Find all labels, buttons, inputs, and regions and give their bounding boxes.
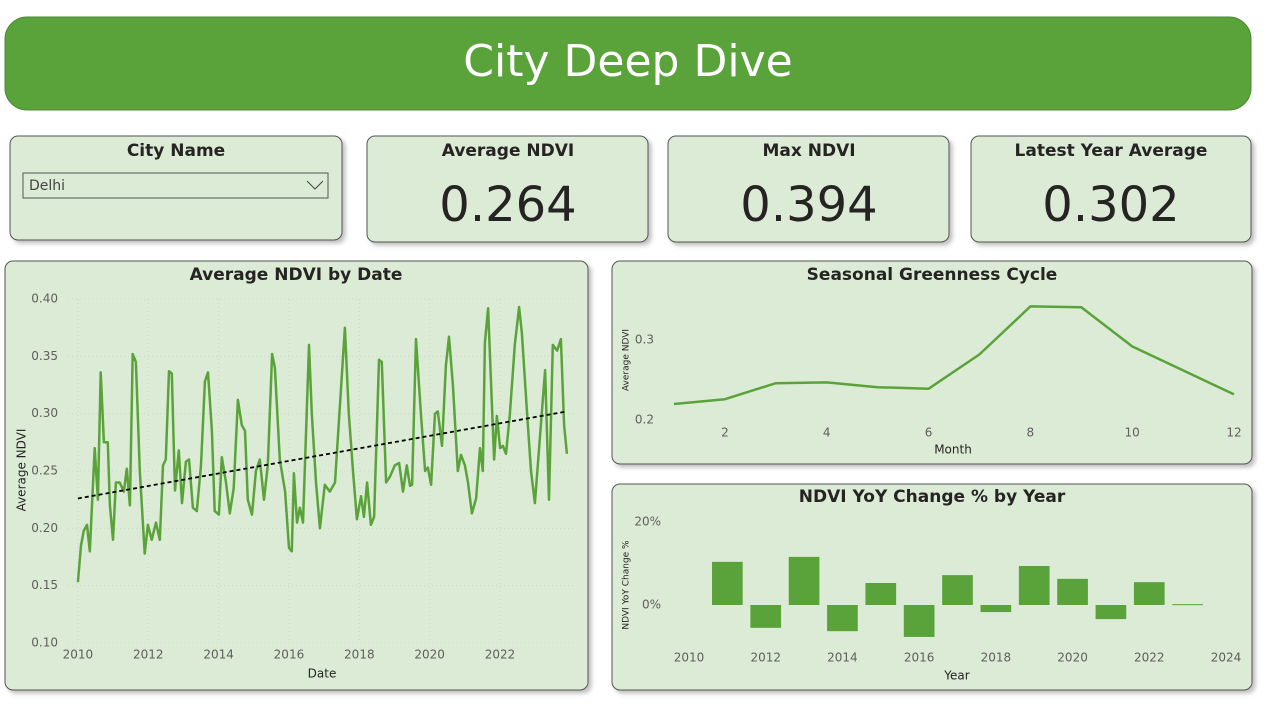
kpi-card [970,135,1252,243]
x-tick-label: 2016 [904,651,935,665]
bar [1018,565,1050,605]
x-tick-label: 2016 [274,648,305,662]
x-axis-label: Year [943,669,969,683]
x-tick-label: 8 [1027,426,1035,440]
y-axis-label: Average NDVI [15,429,29,512]
x-tick-label: 2014 [827,651,858,665]
y-tick-label: 0.10 [31,636,58,650]
bar [1057,578,1088,605]
x-tick-label: 2010 [63,648,94,662]
y-tick-label: 0.25 [31,464,58,478]
y-tick-label: 0.35 [31,349,58,363]
kpi-card [366,135,649,243]
bar [865,583,897,605]
trend-line [77,410,568,500]
chart-title: Average NDVI by Date [190,265,403,285]
bar [1172,604,1203,606]
y-tick-label: 0.20 [31,521,58,535]
header-bar [4,16,1252,111]
x-tick-label: 10 [1125,426,1140,440]
x-axis-label: Date [308,667,337,681]
y-tick-label: 20% [634,515,661,529]
x-tick-label: 2024 [1211,651,1242,665]
data-line [76,305,569,583]
x-tick-label: 2022 [1134,651,1165,665]
kpi-value: 0.264 [439,177,576,233]
y-tick-label: 0.30 [31,406,58,420]
x-tick-label: 2018 [981,651,1012,665]
bar [788,556,820,605]
bar [712,561,743,605]
data-line [673,305,1235,406]
x-tick-label: 2020 [414,648,445,662]
x-axis-label: Month [934,443,972,457]
y-tick-label: 0.15 [31,578,58,592]
chart-title: NDVI YoY Change % by Year [799,487,1066,507]
x-tick-label: 2010 [674,651,705,665]
x-tick-label: 4 [823,426,831,440]
x-tick-label: 12 [1226,426,1241,440]
bar [903,605,935,637]
y-axis-label: Average NDVI [622,329,632,391]
chart-panel [4,260,589,691]
y-tick-label: 0.40 [31,292,58,306]
y-tick-label: 0% [642,598,661,612]
page-title: City Deep Dive [463,36,792,87]
kpi-value: 0.394 [740,177,877,233]
chart-panel [611,260,1253,465]
x-tick-label: 2 [721,426,729,440]
x-tick-label: 6 [925,426,933,440]
y-tick-label: 0.3 [635,333,654,347]
kpi-label: Max NDVI [762,141,855,161]
kpi-value: 0.302 [1042,177,1179,233]
chart-title: Seasonal Greenness Cycle [807,265,1058,285]
x-tick-label: 2012 [133,648,164,662]
bar [1095,605,1127,620]
kpi-label: Latest Year Average [1015,141,1208,161]
x-tick-label: 2022 [485,648,516,662]
bar [827,605,858,632]
bar [750,605,782,628]
dropdown-value: Delhi [29,178,65,194]
kpi-card [667,135,950,243]
bar [942,575,973,605]
chart-panel [611,483,1253,691]
y-axis-label: NDVI YoY Change % [622,540,632,630]
x-tick-label: 2020 [1057,651,1088,665]
bar [1133,582,1165,605]
x-tick-label: 2012 [750,651,781,665]
dropdown-arrow [306,180,324,190]
slicer-label: City Name [127,141,225,161]
slicer-card [9,135,343,241]
dropdown[interactable] [22,172,329,199]
bar [980,605,1012,613]
x-tick-label: 2014 [203,648,234,662]
y-tick-label: 0.2 [635,413,654,427]
x-tick-label: 2018 [344,648,375,662]
kpi-label: Average NDVI [442,141,574,161]
